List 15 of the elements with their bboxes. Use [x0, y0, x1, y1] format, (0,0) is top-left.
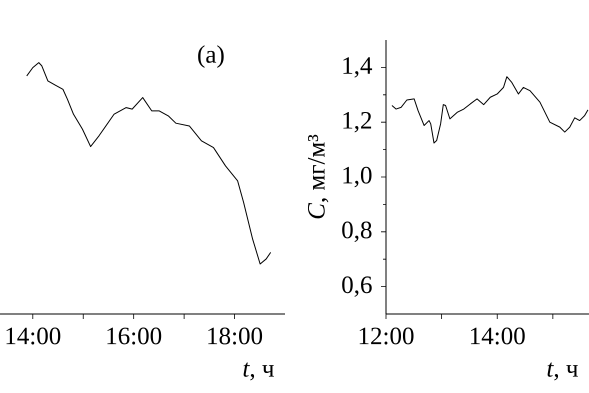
y-tick-label: 1,0 [343, 166, 372, 188]
y-tick-label: 0,6 [342, 276, 372, 297]
x-tick-label: 18:00 [208, 328, 262, 345]
chart-title: (a) [198, 45, 224, 68]
y-tick-label: 1,4 [343, 57, 372, 78]
y-tick-label: 1,2 [343, 112, 372, 132]
x-axis-title: t, ч [548, 362, 578, 380]
x-axis-title: t, ч [244, 362, 274, 380]
x-tick-label: 12:00 [360, 328, 414, 345]
x-tick-label: 14:00 [6, 328, 60, 345]
x-tick-label: 14:00 [470, 328, 525, 345]
line-series [391, 76, 588, 144]
y-axis-title: C, мг/м³ [308, 134, 328, 218]
y-tick-label: 0,8 [342, 222, 372, 242]
x-tick-label: 16:00 [107, 328, 162, 345]
